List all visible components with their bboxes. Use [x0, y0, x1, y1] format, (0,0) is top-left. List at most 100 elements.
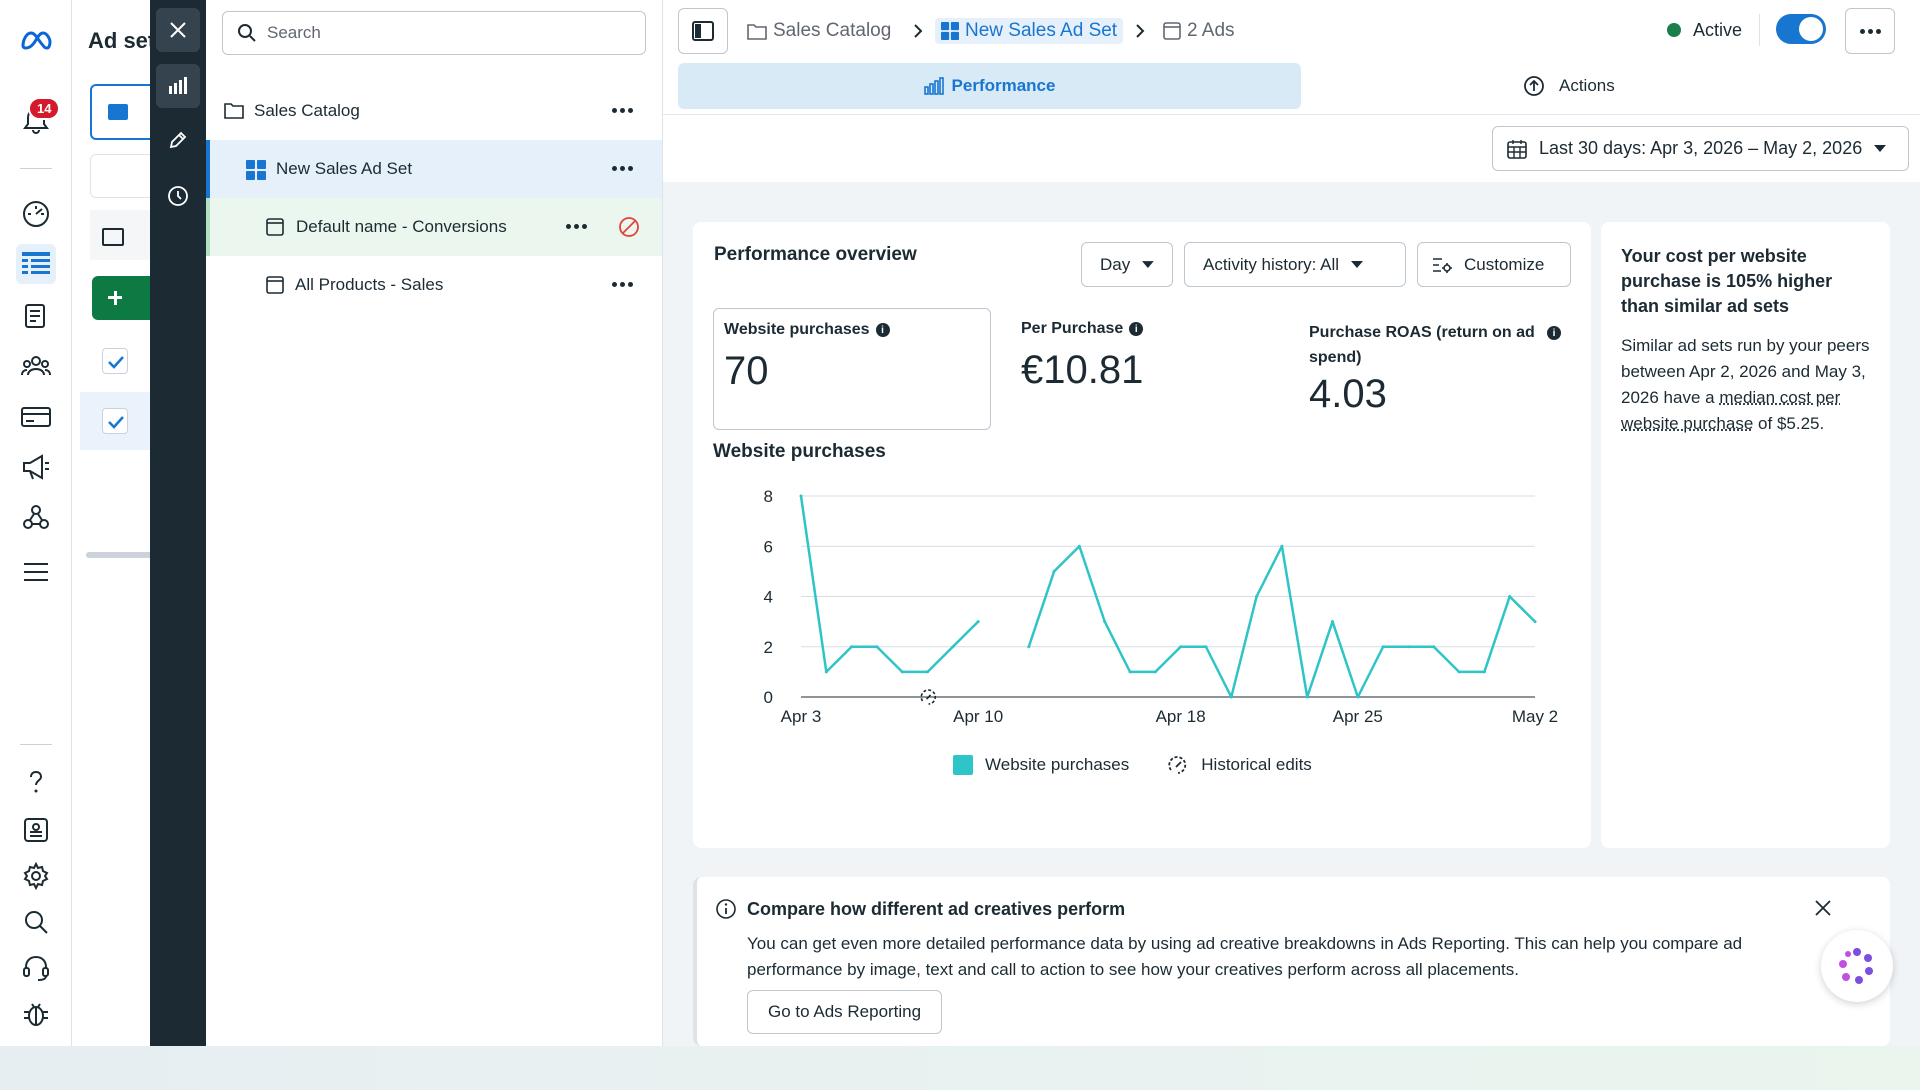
info-icon[interactable]: i [875, 323, 890, 337]
campaign-tree-panel: Search Sales Catalog New Sales Ad Set De… [206, 0, 663, 1046]
tab-performance[interactable]: Performance [678, 63, 1301, 109]
y-tick-label: 4 [764, 588, 773, 607]
history-clock-icon[interactable] [156, 174, 200, 218]
metric-label: Purchase ROAS (return on ad spend) i [1309, 320, 1564, 370]
data-point [1153, 670, 1157, 674]
metric-purchase-roas[interactable]: Purchase ROAS (return on ad spend) i 4.03 [1299, 308, 1574, 430]
settings-icon[interactable] [16, 856, 56, 896]
legend-swatch [953, 755, 973, 775]
sidebar-panel-icon [692, 21, 714, 41]
insight-title: Your cost per website purchase is 105% h… [1621, 246, 1833, 316]
edit-pencil-icon[interactable] [156, 118, 200, 162]
more-options-icon[interactable] [612, 282, 633, 287]
row-checkbox[interactable] [102, 348, 128, 374]
dropdown-value: Day [1100, 254, 1131, 274]
help-icon[interactable] [16, 762, 56, 802]
data-point [1305, 695, 1309, 699]
data-point [1103, 620, 1107, 624]
metric-website-purchases[interactable]: Website purchases i 70 [713, 308, 991, 430]
metric-per-purchase[interactable]: Per Purchase i €10.81 [1011, 308, 1271, 430]
tree-item-label: All Products - Sales [295, 275, 444, 294]
breadcrumb-label: Sales Catalog [773, 20, 892, 41]
y-tick-label: 6 [764, 537, 773, 556]
create-button[interactable] [92, 276, 152, 320]
more-options-icon[interactable] [612, 166, 633, 171]
business-graph-icon[interactable] [16, 498, 56, 538]
y-tick-label: 2 [764, 638, 773, 657]
data-point [1280, 544, 1284, 548]
button-label: Customize [1464, 254, 1545, 274]
chart-legend: Website purchases Historical edits [953, 754, 1312, 776]
data-point [926, 670, 930, 674]
historical-edit-marker [920, 689, 937, 705]
menu-icon[interactable] [16, 552, 56, 592]
rail-divider [20, 744, 52, 745]
row-checkbox[interactable] [102, 408, 128, 434]
date-range-picker[interactable]: Last 30 days: Apr 3, 2026 – May 2, 2026 [1492, 126, 1909, 171]
insight-body-text: of $5.25. [1758, 414, 1825, 433]
global-nav-rail: 14 [0, 0, 72, 1046]
support-icon[interactable] [16, 948, 56, 988]
meta-logo-icon[interactable] [16, 20, 56, 60]
tree-item-new-sales-ad-set[interactable]: New Sales Ad Set [206, 140, 662, 198]
folder-icon [108, 104, 128, 120]
breadcrumb-sales-catalog[interactable]: Sales Catalog [747, 18, 891, 44]
go-to-ads-reporting-button[interactable]: Go to Ads Reporting [747, 990, 943, 1034]
data-point [951, 645, 955, 649]
dropdown-value: Activity history: All [1203, 254, 1340, 274]
info-icon[interactable]: i [1129, 322, 1144, 336]
date-range-bar: Last 30 days: Apr 3, 2026 – May 2, 2026 [663, 114, 1920, 182]
activity-history-dropdown[interactable]: Activity history: All [1184, 242, 1406, 287]
tab-actions[interactable]: Actions [1523, 63, 1615, 109]
billing-icon[interactable] [16, 397, 56, 437]
search-icon[interactable] [16, 902, 56, 942]
dashboard-icon[interactable] [16, 194, 56, 234]
data-point [875, 645, 879, 649]
insight-body: Similar ad sets run by your peers betwee… [1621, 333, 1870, 437]
close-icon[interactable] [1814, 899, 1832, 917]
detail-header: Sales Catalog New Sales Ad Set 2 Ads Act… [663, 0, 1920, 114]
more-options-icon[interactable] [566, 224, 587, 229]
cost-insight-card: Your cost per website purchase is 105% h… [1601, 222, 1890, 848]
tree-search-input[interactable]: Search [222, 11, 646, 55]
data-point [1077, 544, 1081, 548]
tree-item-all-products-sales[interactable]: All Products - Sales [206, 256, 662, 314]
data-point [1229, 695, 1233, 699]
tab-label: Performance [951, 76, 1056, 95]
customize-button[interactable]: Customize [1417, 242, 1571, 287]
more-options-button[interactable] [1845, 8, 1895, 54]
granularity-dropdown[interactable]: Day [1081, 242, 1173, 287]
toggle-sidebar-button[interactable] [678, 8, 728, 54]
data-point [900, 670, 904, 674]
data-point [1508, 595, 1512, 598]
close-icon[interactable] [156, 8, 200, 52]
info-icon[interactable]: i [1547, 326, 1561, 340]
breadcrumb-ads[interactable]: 2 Ads [1163, 18, 1235, 44]
performance-overview-card: Performance overview Day Activity histor… [693, 222, 1591, 848]
tree-item-sales-catalog[interactable]: Sales Catalog [206, 82, 662, 140]
horizontal-scrollbar[interactable] [86, 552, 152, 558]
reports-icon[interactable] [16, 810, 56, 850]
info-circle-icon [716, 899, 736, 919]
data-point [1432, 645, 1436, 649]
metric-value: 4.03 [1309, 372, 1387, 416]
ad-icon [1163, 22, 1181, 40]
data-point [1255, 595, 1259, 598]
performance-chart-icon[interactable] [156, 64, 200, 108]
bug-report-icon[interactable] [16, 994, 56, 1034]
tree-item-default-name-conversions[interactable]: Default name - Conversions [206, 198, 662, 256]
data-point [1457, 670, 1461, 674]
more-options-icon[interactable] [612, 108, 633, 113]
ai-assistant-button[interactable] [1821, 930, 1893, 1002]
ad-set-detail-panel: Sales Catalog New Sales Ad Set 2 Ads Act… [663, 0, 1920, 1046]
data-point [1204, 645, 1208, 649]
ads-manager-icon[interactable] [16, 447, 56, 487]
data-point [799, 494, 803, 498]
audiences-icon[interactable] [16, 346, 56, 386]
data-point [1406, 645, 1410, 649]
active-toggle[interactable] [1776, 14, 1826, 44]
pages-icon[interactable] [16, 296, 56, 336]
campaigns-table-icon[interactable] [16, 244, 56, 284]
breadcrumb-new-sales-ad-set[interactable]: New Sales Ad Set [935, 18, 1124, 44]
median-cost-link[interactable]: median cost per website purchase [1621, 388, 1841, 433]
